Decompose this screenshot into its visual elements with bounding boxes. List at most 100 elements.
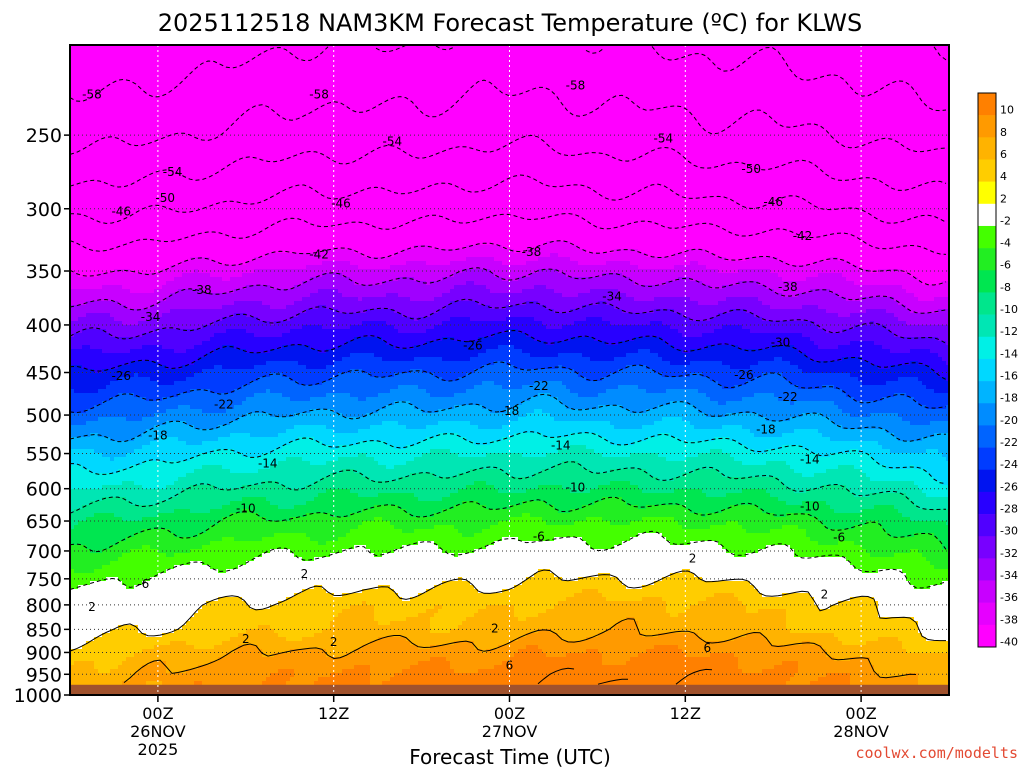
field-cell bbox=[690, 105, 695, 110]
field-cell bbox=[938, 113, 943, 118]
field-cell bbox=[170, 101, 175, 106]
field-cell bbox=[770, 109, 775, 114]
field-cell bbox=[710, 85, 715, 90]
field-cell bbox=[634, 73, 639, 78]
field-cell bbox=[750, 81, 755, 86]
field-cell bbox=[758, 65, 763, 70]
field-cell bbox=[82, 57, 87, 62]
field-cell bbox=[546, 109, 551, 114]
field-cell bbox=[822, 45, 827, 50]
field-cell bbox=[226, 93, 231, 98]
field-cell bbox=[574, 45, 579, 50]
field-cell bbox=[426, 89, 431, 94]
field-cell bbox=[778, 57, 783, 62]
field-cell bbox=[882, 85, 887, 90]
field-cell bbox=[574, 85, 579, 90]
field-cell bbox=[842, 49, 847, 54]
field-cell bbox=[746, 81, 751, 86]
field-cell bbox=[574, 121, 579, 126]
field-cell bbox=[814, 105, 819, 110]
field-cell bbox=[774, 113, 779, 118]
field-cell bbox=[526, 73, 531, 78]
field-cell bbox=[202, 97, 207, 102]
field-cell bbox=[758, 81, 763, 86]
field-cell bbox=[366, 65, 371, 70]
field-cell bbox=[426, 69, 431, 74]
field-cell bbox=[126, 93, 131, 98]
field-cell bbox=[602, 69, 607, 74]
field-cell bbox=[234, 117, 239, 122]
field-cell bbox=[286, 49, 291, 54]
field-cell bbox=[74, 113, 79, 118]
field-cell bbox=[262, 69, 267, 74]
field-cell bbox=[762, 53, 767, 58]
field-cell bbox=[198, 105, 203, 110]
field-cell bbox=[542, 61, 547, 66]
field-cell bbox=[278, 133, 283, 138]
field-cell bbox=[842, 117, 847, 122]
field-cell bbox=[390, 77, 395, 82]
field-cell bbox=[338, 133, 343, 138]
field-cell bbox=[334, 53, 339, 58]
field-cell bbox=[318, 109, 323, 114]
field-cell bbox=[202, 49, 207, 54]
field-cell bbox=[814, 65, 819, 70]
field-cell bbox=[666, 113, 671, 118]
field-cell bbox=[630, 93, 635, 98]
field-cell bbox=[602, 129, 607, 134]
field-cell bbox=[794, 105, 799, 110]
field-cell bbox=[314, 93, 319, 98]
field-cell bbox=[574, 61, 579, 66]
field-cell bbox=[454, 109, 459, 114]
field-cell bbox=[294, 77, 299, 82]
field-cell bbox=[110, 121, 115, 126]
field-cell bbox=[318, 61, 323, 66]
field-cell bbox=[370, 129, 375, 134]
field-cell bbox=[914, 129, 919, 134]
field-cell bbox=[622, 117, 627, 122]
field-cell bbox=[422, 105, 427, 110]
field-cell bbox=[326, 97, 331, 102]
field-cell bbox=[758, 117, 763, 122]
field-cell bbox=[738, 81, 743, 86]
field-cell bbox=[274, 81, 279, 86]
field-cell bbox=[674, 65, 679, 70]
field-cell bbox=[878, 109, 883, 114]
field-cell bbox=[562, 113, 567, 118]
field-cell bbox=[574, 65, 579, 70]
field-cell bbox=[670, 109, 675, 114]
field-cell bbox=[130, 113, 135, 118]
field-cell bbox=[782, 81, 787, 86]
field-cell bbox=[626, 65, 631, 70]
field-cell bbox=[618, 101, 623, 106]
field-cell bbox=[150, 57, 155, 62]
field-cell bbox=[834, 57, 839, 62]
field-cell bbox=[698, 109, 703, 114]
field-cell bbox=[934, 101, 939, 106]
field-cell bbox=[910, 101, 915, 106]
field-cell bbox=[118, 61, 123, 66]
field-cell bbox=[282, 101, 287, 106]
field-cell bbox=[658, 97, 663, 102]
field-cell bbox=[674, 61, 679, 66]
field-cell bbox=[306, 57, 311, 62]
field-cell bbox=[166, 45, 171, 50]
field-cell bbox=[146, 77, 151, 82]
field-cell bbox=[614, 61, 619, 66]
field-cell bbox=[106, 117, 111, 122]
field-cell bbox=[498, 73, 503, 78]
field-cell bbox=[650, 77, 655, 82]
field-cell bbox=[166, 73, 171, 78]
field-cell bbox=[678, 105, 683, 110]
field-cell bbox=[338, 101, 343, 106]
field-cell bbox=[458, 61, 463, 66]
field-cell bbox=[802, 89, 807, 94]
field-cell bbox=[650, 129, 655, 134]
field-cell bbox=[290, 105, 295, 110]
field-cell bbox=[794, 81, 799, 86]
field-cell bbox=[770, 97, 775, 102]
field-cell bbox=[414, 77, 419, 82]
field-cell bbox=[514, 49, 519, 54]
field-cell bbox=[930, 105, 935, 110]
field-cell bbox=[218, 129, 223, 134]
